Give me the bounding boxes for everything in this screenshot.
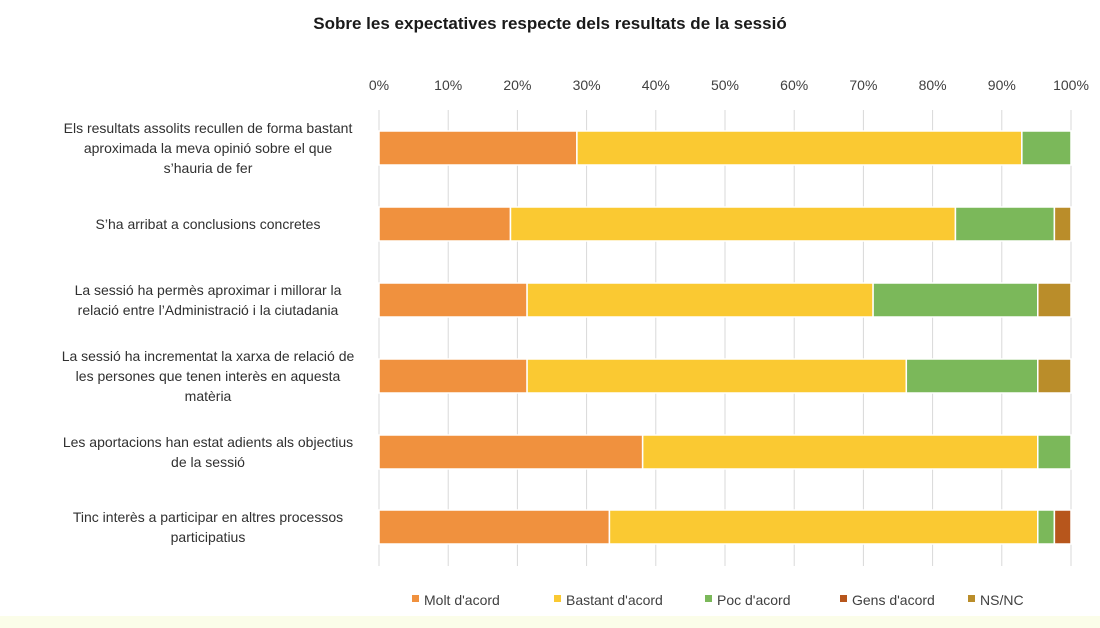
bar-segment: [378, 206, 512, 242]
bar-segment: [526, 282, 874, 318]
x-tick-label: 100%: [1053, 77, 1089, 93]
bar-segment: [526, 358, 908, 394]
legend-label: NS/NC: [980, 592, 1024, 608]
bar-segment: [641, 434, 1039, 470]
bar-segment: [378, 130, 578, 166]
x-tick-label: 0%: [369, 77, 389, 93]
category-label: relació entre l’Administració i la ciuta…: [78, 302, 339, 318]
bar-segment: [1037, 282, 1072, 318]
bar-segment: [1037, 434, 1072, 470]
bar-segment: [1021, 130, 1072, 166]
legend-label: Gens d'acord: [852, 592, 935, 608]
bar-segment: [576, 130, 1023, 166]
x-tick-label: 60%: [780, 77, 808, 93]
bar-segment: [378, 282, 528, 318]
category-label: La sessió ha incrementat la xarxa de rel…: [62, 348, 355, 364]
legend-label: Bastant d'acord: [566, 592, 663, 608]
x-tick-label: 40%: [642, 77, 670, 93]
category-label: aproximada la meva opinió sobre el que: [84, 140, 332, 156]
category-label: Els resultats assolits recullen de forma…: [64, 120, 353, 136]
x-tick-label: 50%: [711, 77, 739, 93]
category-label: La sessió ha permès aproximar i millorar…: [75, 282, 342, 298]
category-label: Les aportacions han estat adients als ob…: [63, 434, 353, 450]
bar-segment: [378, 434, 644, 470]
bar-segment: [509, 206, 957, 242]
bar-segment: [378, 509, 611, 545]
chart-title: Sobre les expectatives respecte dels res…: [313, 14, 787, 33]
x-tick-label: 90%: [988, 77, 1016, 93]
bar-segment: [1053, 206, 1072, 242]
category-label: Tinc interès a participar en altres proc…: [73, 509, 343, 525]
bar-segment: [1053, 509, 1072, 545]
legend-swatch: [840, 595, 847, 602]
category-label: les persones que tenen interès en aquest…: [76, 368, 341, 384]
x-tick-label: 30%: [573, 77, 601, 93]
x-tick-label: 10%: [434, 77, 462, 93]
legend-swatch: [705, 595, 712, 602]
bottom-strip: [0, 616, 1100, 628]
category-label: matèria: [185, 388, 232, 404]
legend-swatch: [412, 595, 419, 602]
legend-label: Molt d'acord: [424, 592, 500, 608]
bar-segment: [378, 358, 528, 394]
x-tick-label: 20%: [503, 77, 531, 93]
category-label: participatius: [171, 529, 246, 545]
legend-label: Poc d'acord: [717, 592, 791, 608]
bar-segment: [1037, 358, 1072, 394]
x-tick-label: 80%: [919, 77, 947, 93]
category-label: S’ha arribat a conclusions concretes: [96, 216, 321, 232]
category-label: s’hauria de fer: [164, 160, 253, 176]
category-label: de la sessió: [171, 454, 245, 470]
bar-segment: [608, 509, 1039, 545]
bar-segment: [872, 282, 1039, 318]
bar-segment: [905, 358, 1039, 394]
legend-swatch: [554, 595, 561, 602]
x-tick-label: 70%: [849, 77, 877, 93]
bar-segment: [1037, 509, 1056, 545]
legend-swatch: [968, 595, 975, 602]
bar-segment: [954, 206, 1056, 242]
